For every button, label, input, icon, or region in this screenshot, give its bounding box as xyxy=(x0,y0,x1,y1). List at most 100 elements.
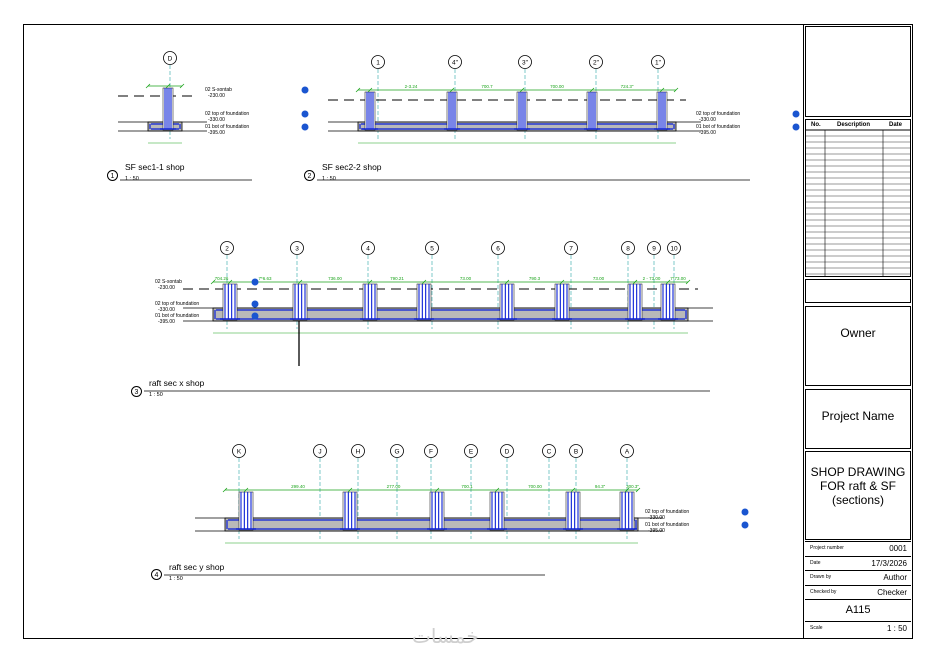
sec2-dimension-tick xyxy=(355,87,361,93)
drawn-by-row: Drawn by Author xyxy=(805,570,911,585)
secx-dimension-text: 790.3 xyxy=(529,276,541,281)
sec1-level-top-marker xyxy=(301,110,309,118)
scale-row: Scale 1 : 50 xyxy=(805,621,911,636)
secx-grid-bubble-0 xyxy=(220,241,234,255)
secx-level-sontab-marker xyxy=(251,278,259,286)
secy-grid-bubble-9-label: A xyxy=(625,448,630,455)
secx-level-bot-elev: -395.00 xyxy=(158,319,175,325)
secy-grid-bubble-6-label: D xyxy=(505,448,510,455)
secx-column-4 xyxy=(499,283,515,321)
secy-grid-bubble-6 xyxy=(500,444,514,458)
project-number-row: Project number 0001 xyxy=(805,541,911,556)
secy-column-1 xyxy=(342,491,358,531)
secy-dimension-tick xyxy=(494,487,500,493)
secx-level-top-label: 02 top of foundation xyxy=(155,301,199,307)
sec2-level-top-elev: -330.00 xyxy=(699,117,716,123)
watermark-logo: خمسات xyxy=(412,624,479,648)
secy-dimension-text: 300.3" xyxy=(626,484,639,489)
secx-dimension-text: 704.26 xyxy=(215,276,229,281)
secx-grid-bubble-4-label: 6 xyxy=(496,245,500,252)
secx-grid-bubble-5 xyxy=(564,241,578,255)
date-value: 17/3/2026 xyxy=(871,559,907,568)
sec2-dimension-text: 700.7 xyxy=(481,84,493,89)
secy-dimension-text: 277.00 xyxy=(387,484,401,489)
secx-grid-bubble-6-label: 8 xyxy=(626,245,630,252)
secx-grid-bubble-3-label: 5 xyxy=(430,245,434,252)
rev-no-header: No. xyxy=(811,122,821,128)
sec1-grid-bubble-0 xyxy=(163,51,177,65)
owner-name: Owner xyxy=(840,326,876,340)
secx-dimension-tick xyxy=(685,279,691,285)
secy-dimension-tick xyxy=(624,487,630,493)
secy-column-5 xyxy=(619,491,635,531)
project-name-box: Project Name xyxy=(805,389,911,449)
secy-level-bot-label: 01 bot of foundation xyxy=(645,522,689,528)
secy-column-3 xyxy=(489,491,505,531)
secx-column-5 xyxy=(554,283,570,321)
secy-grid-bubble-0 xyxy=(232,444,246,458)
sec1-column-0 xyxy=(162,87,174,131)
owner-box: Owner xyxy=(805,306,911,386)
secx-level-bot-label: 01 bot of foundation xyxy=(155,313,199,319)
project-name: Project Name xyxy=(821,409,895,423)
sec1-grid-bubble-0-label: D xyxy=(168,55,173,62)
secx-dimension-tick xyxy=(632,279,638,285)
sec2-grid-bubble-0-label: 1 xyxy=(376,59,380,66)
sec1-level-top-elev: -330.00 xyxy=(208,117,225,123)
secy-dimension-tick xyxy=(347,487,353,493)
date-label: Date xyxy=(810,560,821,566)
secx-column-2 xyxy=(362,283,378,321)
secx-column-7 xyxy=(660,283,676,321)
secx-grid-bubble-7-label: 9 xyxy=(652,245,656,252)
title-block-column xyxy=(803,24,913,639)
sec2-level-top-label: 02 top of foundation xyxy=(696,111,740,117)
sec2-dimension-text: 724.3" xyxy=(621,84,634,89)
secx-column-1 xyxy=(292,283,308,321)
secy-dimension-tick xyxy=(570,487,576,493)
secy-dimension-tick xyxy=(243,487,249,493)
secx-grid-bubble-8 xyxy=(667,241,681,255)
view-2-number: 2 xyxy=(304,170,315,181)
sec2-dimension-tick xyxy=(659,87,665,93)
secy-grid-bubble-3 xyxy=(390,444,404,458)
secx-dimension-tick xyxy=(367,279,373,285)
sec2-column-0 xyxy=(364,91,376,131)
secy-grid-bubble-2-label: H xyxy=(356,448,361,455)
secy-grid-bubble-5 xyxy=(464,444,478,458)
secx-dimension-text: 7*6.63 xyxy=(258,276,272,281)
secy-column-4 xyxy=(565,491,581,531)
sec2-grid-bubble-2 xyxy=(518,55,532,69)
secy-column-0 xyxy=(238,491,254,531)
view-1-number: 1 xyxy=(107,170,118,181)
secy-grid-bubble-7-label: C xyxy=(547,448,552,455)
secx-column-0 xyxy=(222,283,238,321)
secy-level-bot-elev: -395.00 xyxy=(648,528,665,534)
secx-dimension-text: 7*73.00 xyxy=(670,276,686,281)
sec2-grid-bubble-4-label: 1" xyxy=(655,59,662,66)
secx-grid-bubble-4 xyxy=(491,241,505,255)
sheet-title-box: SHOP DRAWING FOR raft & SF (sections) xyxy=(805,451,911,540)
sec1-dimension-tick xyxy=(145,83,151,89)
secy-level-top-label: 02 top of foundation xyxy=(645,509,689,515)
view-1-scale: 1 : 50 xyxy=(125,176,139,182)
sec2-column-3 xyxy=(586,91,598,131)
sheet-title-line-3: (sections) xyxy=(831,493,884,507)
sec2-dimension-tick xyxy=(519,87,525,93)
secx-column-3 xyxy=(416,283,432,321)
view-2-scale: 1 : 50 xyxy=(322,176,336,182)
secx-dimension-text: 73.00 xyxy=(593,276,605,281)
sec1-level-bot-label: 01 bot of foundation xyxy=(205,124,249,130)
revision-notes-box xyxy=(805,279,911,303)
secx-level-top-elev: -330.00 xyxy=(158,307,175,313)
view-2-title: SF sec2-2 shop xyxy=(322,162,382,172)
secx-dimension-text: 790.21 xyxy=(390,276,404,281)
sec1-level-top-label: 02 top of foundation xyxy=(205,111,249,117)
rev-date-header: Date xyxy=(889,122,903,128)
secx-dimension-tick xyxy=(665,279,671,285)
sec2-column-1 xyxy=(446,91,458,131)
secx-grid-bubble-6 xyxy=(621,241,635,255)
project-number-label: Project number xyxy=(810,545,844,551)
sec2-dimension-tick xyxy=(673,87,679,93)
secx-dimension-tick xyxy=(297,279,303,285)
secy-grid-bubble-0-label: K xyxy=(237,448,242,455)
